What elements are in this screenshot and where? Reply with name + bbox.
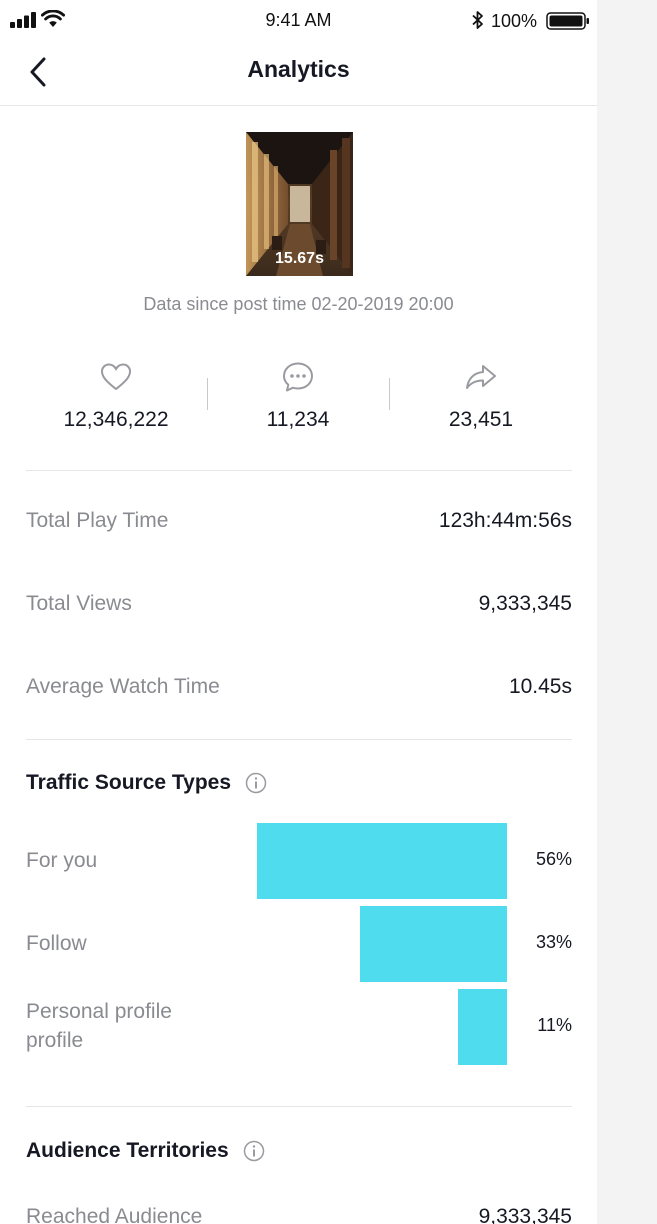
- section-divider: [26, 739, 572, 740]
- reached-audience-value: 9,333,345: [478, 1205, 572, 1224]
- stat-divider: [207, 378, 208, 410]
- info-icon[interactable]: [243, 1140, 265, 1162]
- metric-label-total-views: Total Views: [26, 592, 132, 615]
- traffic-bar: [257, 823, 507, 899]
- metric-value-total-views: 9,333,345: [478, 592, 572, 615]
- traffic-percent: 33%: [535, 932, 572, 952]
- stat-divider: [389, 378, 390, 410]
- battery-icon: [546, 12, 589, 30]
- page-title: Analytics: [247, 56, 350, 82]
- status-time: 9:41 AM: [265, 10, 332, 30]
- likes-count: 12,346,222: [63, 408, 169, 431]
- wifi-icon: [41, 10, 65, 27]
- cellular-signal-icon: [10, 12, 36, 28]
- heart-icon: [100, 363, 132, 391]
- comment-icon: [283, 362, 313, 392]
- traffic-section-header: Traffic Source Types: [26, 771, 267, 795]
- audience-section-title: Audience Territories: [26, 1139, 229, 1162]
- metric-label-total-play-time: Total Play Time: [26, 509, 169, 532]
- traffic-percent: 11%: [537, 1015, 572, 1035]
- metric-value-average-watch-time: 10.45s: [508, 675, 572, 698]
- back-button[interactable]: [20, 52, 56, 92]
- analytics-screen: 9:41 AM 100% Analytics: [0, 0, 597, 1224]
- traffic-bar: [360, 906, 507, 982]
- traffic-bar: [458, 989, 507, 1065]
- info-icon[interactable]: [245, 772, 267, 794]
- metric-label-average-watch-time: Average Watch Time: [26, 675, 220, 698]
- nav-bar: Analytics: [0, 42, 597, 106]
- battery-percent: 100%: [491, 11, 538, 31]
- metric-value-total-play-time: 123h:44m:56s: [438, 509, 572, 532]
- shares-count: 23,451: [448, 408, 514, 431]
- likes-stat: 12,346,222: [16, 360, 216, 432]
- status-bar: 9:41 AM 100%: [0, 0, 597, 42]
- reached-audience-label: Reached Audience: [26, 1205, 203, 1224]
- video-thumbnail[interactable]: 15.67s: [246, 132, 353, 276]
- traffic-row-for-you: For you 56%: [0, 823, 597, 899]
- audience-section-header: Audience Territories: [26, 1139, 265, 1163]
- traffic-section-title: Traffic Source Types: [26, 771, 232, 794]
- data-since-text: Data since post time 02-20-2019 20:00: [143, 294, 454, 314]
- share-icon: [466, 365, 496, 389]
- section-divider: [26, 1106, 572, 1107]
- traffic-label: For you: [26, 849, 98, 872]
- section-divider: [26, 470, 572, 471]
- traffic-label: Personal profile profile: [26, 1000, 172, 1052]
- comments-stat: 11,234: [198, 360, 398, 432]
- traffic-label: Follow: [26, 932, 87, 955]
- traffic-row-personal-profile: Personal profile profile 11%: [0, 989, 597, 1065]
- video-duration: 15.67s: [275, 250, 324, 267]
- comments-count: 11,234: [266, 408, 330, 431]
- video-preview-image: [246, 132, 353, 276]
- chevron-left-icon: [30, 57, 46, 87]
- traffic-row-follow: Follow 33%: [0, 906, 597, 982]
- traffic-percent: 56%: [535, 849, 572, 869]
- shares-stat: 23,451: [381, 360, 581, 432]
- bluetooth-icon: [472, 11, 483, 29]
